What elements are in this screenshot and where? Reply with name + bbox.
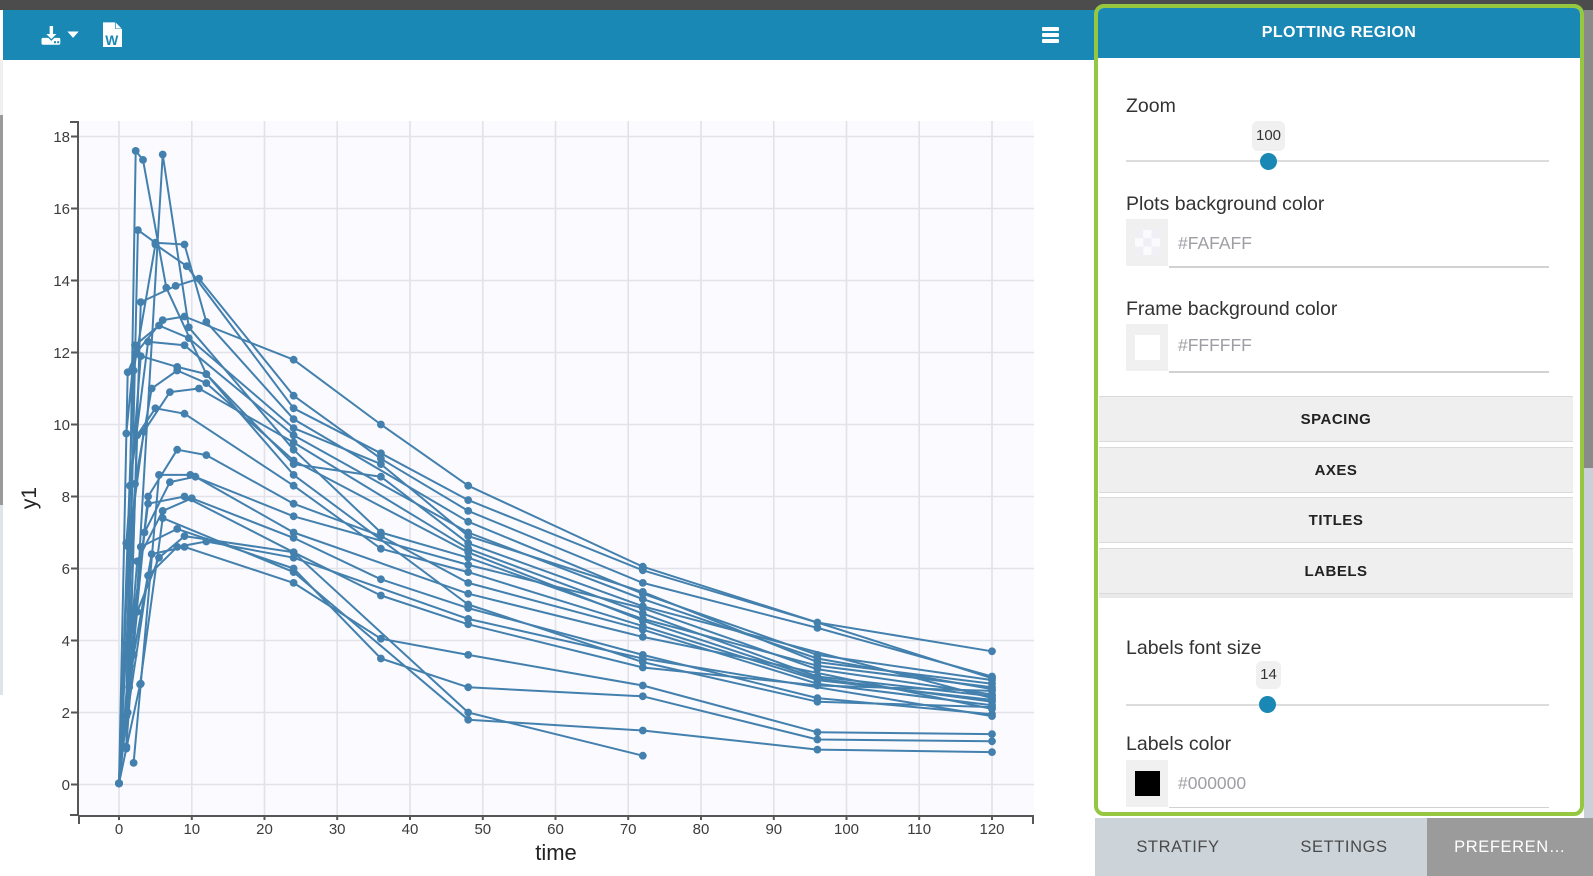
svg-text:8: 8: [62, 489, 70, 506]
svg-text:40: 40: [402, 821, 419, 838]
svg-text:60: 60: [547, 821, 564, 838]
svg-text:10: 10: [183, 821, 200, 838]
svg-text:20: 20: [256, 821, 273, 838]
svg-text:16: 16: [53, 201, 70, 218]
svg-text:70: 70: [620, 821, 637, 838]
svg-text:y1: y1: [18, 487, 41, 509]
svg-text:2: 2: [62, 705, 70, 722]
svg-text:80: 80: [693, 821, 710, 838]
svg-text:0: 0: [115, 821, 123, 838]
svg-text:30: 30: [329, 821, 346, 838]
svg-text:12: 12: [53, 345, 70, 362]
svg-text:18: 18: [53, 129, 70, 146]
svg-text:110: 110: [907, 821, 931, 838]
svg-text:120: 120: [979, 821, 1004, 838]
svg-text:50: 50: [474, 821, 491, 838]
svg-text:0: 0: [62, 777, 70, 794]
svg-text:time: time: [535, 840, 577, 865]
svg-text:W: W: [105, 33, 119, 48]
svg-text:100: 100: [834, 821, 859, 838]
svg-text:4: 4: [62, 633, 70, 650]
svg-text:10: 10: [53, 417, 70, 434]
svg-text:6: 6: [62, 561, 70, 578]
svg-text:90: 90: [765, 821, 782, 838]
svg-text:14: 14: [53, 273, 70, 290]
